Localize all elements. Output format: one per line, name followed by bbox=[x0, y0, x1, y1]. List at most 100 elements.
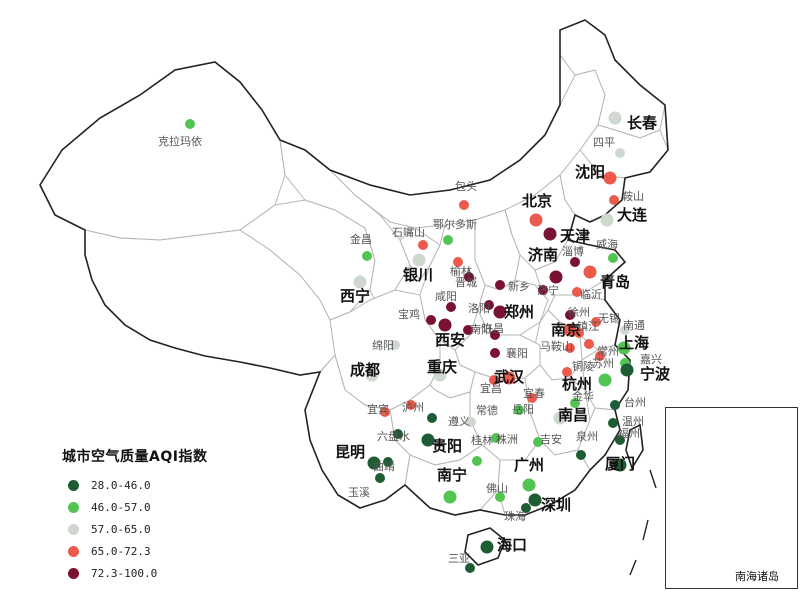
city-label: 桂林 bbox=[471, 433, 493, 447]
city-label: 铜陵 bbox=[572, 359, 594, 373]
city-dot bbox=[574, 328, 584, 338]
city-dot bbox=[527, 393, 537, 403]
city-dot bbox=[613, 458, 627, 472]
city-label: 南京 bbox=[551, 321, 581, 339]
city-label: 榆林 bbox=[450, 264, 472, 278]
city-label: 南阳 bbox=[470, 323, 492, 336]
legend-item: 46.0-57.0 bbox=[62, 496, 262, 518]
city-dot bbox=[591, 317, 601, 327]
city-label: 银川 bbox=[403, 266, 433, 284]
city-dot bbox=[362, 251, 372, 261]
city-dot bbox=[595, 351, 605, 361]
city-dot bbox=[553, 411, 567, 425]
city-dot bbox=[185, 119, 195, 129]
city-dot bbox=[565, 310, 575, 320]
city-dot bbox=[583, 265, 597, 279]
city-dot bbox=[464, 272, 474, 282]
city-dot bbox=[489, 375, 499, 385]
city-label: 绵阳 bbox=[372, 338, 394, 352]
city-label: 马鞍山 bbox=[540, 339, 573, 353]
legend-items: 28.0-46.0 46.0-57.0 57.0-65.0 65.0-72.3 … bbox=[62, 474, 262, 584]
legend-swatch bbox=[68, 479, 79, 491]
city-label: 郑州 bbox=[504, 303, 534, 321]
city-label: 济宁 bbox=[537, 283, 559, 297]
legend: 城市空气质量AQI指数 28.0-46.0 46.0-57.0 57.0-65.… bbox=[62, 446, 262, 584]
city-dot bbox=[609, 195, 619, 205]
province-xinjiang bbox=[39, 61, 286, 241]
city-label: 无锡 bbox=[598, 311, 620, 325]
city-label: 威海 bbox=[596, 237, 618, 251]
city-label: 贵阳 bbox=[432, 437, 462, 455]
city-label: 杭州 bbox=[562, 375, 592, 393]
hainan-outline bbox=[464, 527, 506, 566]
city-dot bbox=[390, 340, 400, 350]
city-dot bbox=[584, 339, 594, 349]
city-label: 鞍山 bbox=[622, 189, 644, 203]
city-label: 晋城 bbox=[455, 276, 477, 289]
city-dot bbox=[443, 235, 453, 245]
city-dot bbox=[453, 257, 463, 267]
city-label: 海口 bbox=[497, 536, 527, 554]
city-dot bbox=[426, 315, 436, 325]
city-label: 株洲 bbox=[496, 432, 518, 446]
city-label: 襄阳 bbox=[506, 346, 528, 360]
city-label: 咸阳 bbox=[435, 290, 457, 303]
legend-item-label: 46.0-57.0 bbox=[91, 500, 151, 514]
city-dot bbox=[493, 305, 507, 319]
city-label: 新乡 bbox=[508, 279, 530, 293]
city-dot bbox=[463, 325, 473, 335]
city-label: 济南 bbox=[528, 246, 558, 264]
legend-swatch bbox=[68, 545, 79, 557]
city-dot bbox=[459, 200, 469, 210]
city-label: 三亚 bbox=[448, 552, 470, 565]
city-dot bbox=[438, 318, 452, 332]
legend-swatch bbox=[68, 523, 79, 535]
city-label: 福州 bbox=[618, 426, 640, 440]
city-dot bbox=[480, 540, 494, 554]
city-dot bbox=[380, 407, 390, 417]
city-label: 苏州 bbox=[592, 357, 614, 370]
city-dot bbox=[383, 457, 393, 467]
city-dot bbox=[608, 253, 618, 263]
city-label: 深圳 bbox=[541, 496, 571, 514]
legend-swatch bbox=[68, 501, 79, 513]
city-dot bbox=[533, 437, 543, 447]
city-label: 镇江 bbox=[577, 319, 599, 333]
legend-item: 72.3-100.0 bbox=[62, 562, 262, 584]
city-label: 长春 bbox=[627, 114, 657, 132]
city-dot bbox=[443, 490, 457, 504]
city-dot bbox=[427, 413, 437, 423]
city-label: 淄博 bbox=[562, 245, 584, 258]
city-label: 南昌 bbox=[558, 406, 588, 424]
city-label: 南通 bbox=[623, 319, 645, 332]
taiwan-outline bbox=[625, 423, 644, 470]
city-dot bbox=[465, 563, 475, 573]
legend-item: 65.0-72.3 bbox=[62, 540, 262, 562]
city-label: 南宁 bbox=[437, 466, 467, 484]
city-label: 岳阳 bbox=[512, 403, 534, 416]
south-china-sea-inset bbox=[665, 407, 798, 589]
city-label: 常德 bbox=[476, 403, 498, 417]
city-label: 临沂 bbox=[580, 287, 602, 301]
city-dot bbox=[353, 275, 367, 289]
city-label: 武汉 bbox=[494, 368, 525, 386]
city-dot bbox=[412, 253, 426, 267]
city-dot bbox=[365, 368, 379, 382]
china-outline bbox=[39, 19, 669, 516]
city-dot bbox=[421, 433, 435, 447]
city-label: 重庆 bbox=[427, 358, 457, 376]
city-label: 佛山 bbox=[486, 482, 508, 495]
city-label: 包头 bbox=[455, 180, 477, 193]
legend-title: 城市空气质量AQI指数 bbox=[62, 449, 208, 465]
city-dot bbox=[484, 300, 494, 310]
city-label: 宜宾 bbox=[367, 402, 389, 416]
legend-item: 28.0-46.0 bbox=[62, 474, 262, 496]
city-dot bbox=[549, 270, 563, 284]
city-label: 克拉玛依 bbox=[158, 134, 202, 148]
city-label: 许昌 bbox=[482, 322, 504, 335]
city-label: 温州 bbox=[622, 415, 644, 428]
city-label: 曲靖 bbox=[373, 460, 395, 473]
city-dot bbox=[603, 171, 617, 185]
